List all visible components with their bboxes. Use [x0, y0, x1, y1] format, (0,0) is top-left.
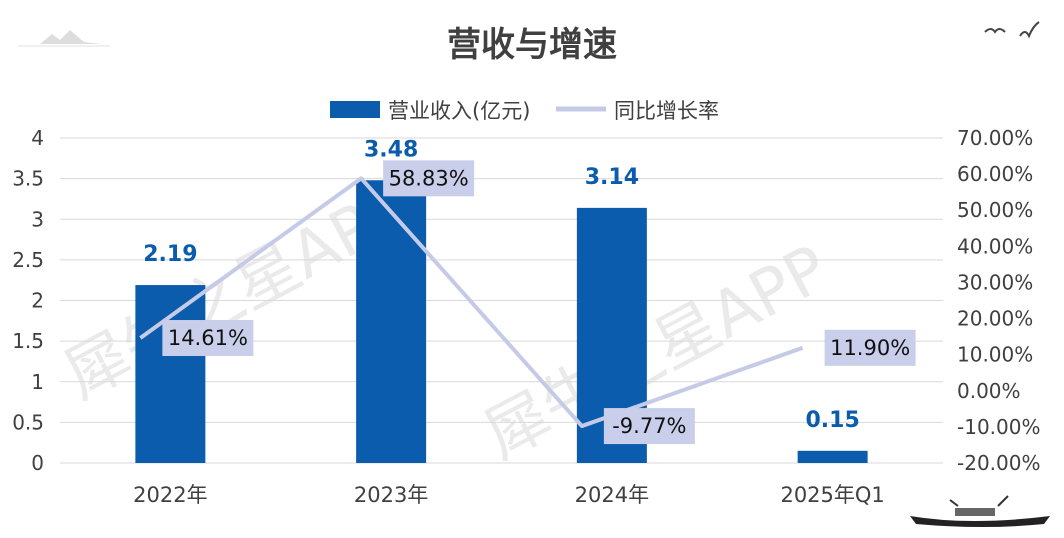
x-axis: 2022年 2023年 2024年 2025年Q1: [133, 483, 885, 507]
left-tick-label: 0: [31, 451, 44, 475]
decorative-mountains-icon: [18, 30, 110, 47]
bar: [797, 450, 868, 463]
left-tick-label: 1: [31, 370, 44, 394]
legend-label-bar: 营业收入(亿元): [388, 99, 530, 123]
decorative-birds-icon: [984, 21, 1040, 39]
bar: [135, 285, 206, 463]
left-axis: 0 0.5 1 1.5 2 2.5 3 3.5 4: [12, 126, 44, 475]
left-tick-label: 2.5: [12, 248, 44, 272]
right-tick-label: 70.00%: [957, 126, 1033, 150]
left-tick-label: 0.5: [12, 410, 44, 434]
bar-data-label: 3.48: [364, 137, 418, 162]
line-data-label: 11.90%: [830, 336, 910, 360]
right-tick-label: -10.00%: [957, 415, 1040, 439]
legend: 营业收入(亿元) 同比增长率: [330, 99, 719, 123]
line-label-box: [824, 329, 916, 366]
bar-series: [135, 180, 868, 463]
line-series: [139, 176, 804, 429]
right-tick-label: 20.00%: [957, 307, 1033, 331]
left-tick-label: 3: [31, 207, 44, 231]
right-tick-label: -20.00%: [957, 451, 1040, 475]
line-label-box: [383, 160, 475, 197]
line-data-labels: 14.61% 58.83% -9.77% 11.90%: [162, 160, 916, 445]
bar-data-label: 3.14: [585, 165, 639, 190]
growth-line: [139, 176, 804, 429]
x-tick-label: 2024年: [575, 483, 649, 507]
right-tick-label: 0.00%: [957, 379, 1021, 403]
right-tick-label: 40.00%: [957, 234, 1033, 258]
left-tick-label: 1.5: [12, 329, 44, 353]
legend-swatch-bar: [330, 101, 380, 118]
left-tick-label: 3.5: [12, 167, 44, 191]
chart-title: 营收与增速: [447, 25, 617, 65]
line-data-label: 14.61%: [168, 326, 248, 350]
right-tick-label: 30.00%: [957, 270, 1033, 294]
bar: [356, 180, 427, 463]
x-tick-label: 2023年: [354, 483, 428, 507]
line-label-box: [162, 320, 254, 357]
left-tick-label: 4: [31, 126, 44, 150]
bar-data-labels: 2.19 3.48 3.14 0.15: [143, 137, 860, 433]
line-data-label: -9.77%: [612, 414, 686, 438]
x-tick-label: 2022年: [133, 483, 207, 507]
x-tick-label: 2025年Q1: [780, 483, 884, 507]
line-label-box: [603, 408, 695, 445]
bar-data-label: 0.15: [805, 408, 859, 433]
left-tick-label: 2: [31, 289, 44, 313]
right-axis: -20.00% -10.00% 0.00% 10.00% 20.00% 30.00% 40.…: [957, 126, 1040, 475]
decorative-boat-icon: [910, 495, 1050, 527]
right-tick-label: 60.00%: [957, 162, 1033, 186]
right-tick-label: 10.00%: [957, 343, 1033, 367]
bar-data-label: 2.19: [143, 242, 197, 267]
legend-label-line: 同比增长率: [614, 99, 719, 123]
line-data-label: 58.83%: [389, 166, 469, 190]
right-tick-label: 50.00%: [957, 198, 1033, 222]
